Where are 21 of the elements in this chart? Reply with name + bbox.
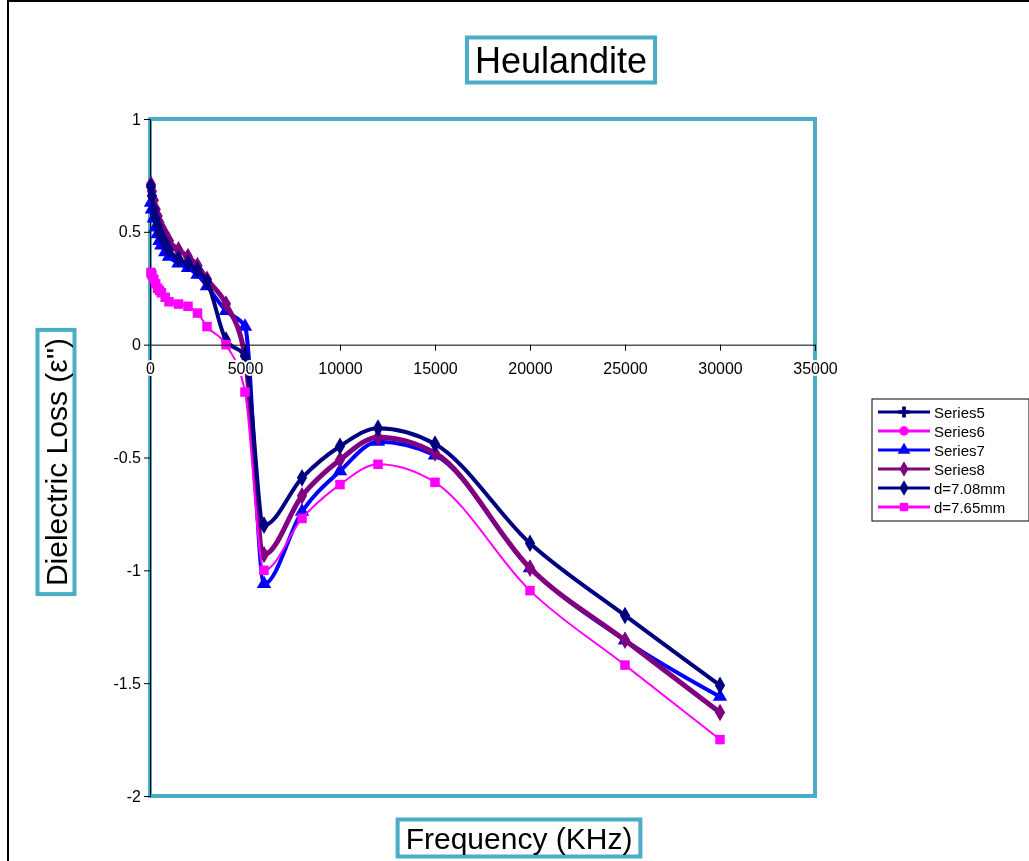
legend-label: Series7 — [934, 441, 985, 459]
x-axis-title: Frequency (KHz) — [405, 821, 633, 855]
y-tick-label: 0.5 — [118, 223, 142, 241]
legend-label: d=7.65mm — [934, 498, 1006, 516]
y-tick-label: -0.5 — [113, 449, 142, 467]
x-tick-label: 30000 — [698, 360, 743, 378]
x-tick-label: 25000 — [603, 360, 648, 378]
legend-label: d=7.08mm — [934, 479, 1006, 497]
chart-title: Heulandite — [474, 39, 648, 81]
y-tick-label: -1.5 — [113, 674, 142, 692]
y-axis-title: Dielectric Loss (ε'') — [39, 337, 73, 587]
legend-label: Series5 — [934, 403, 985, 421]
x-tick-label: 20000 — [508, 360, 553, 378]
y-tick-label: -1 — [126, 561, 142, 579]
x-tick-label: 10000 — [318, 360, 363, 378]
y-tick-label: 1 — [132, 110, 142, 128]
legend-label: Series8 — [934, 460, 985, 478]
y-tick-label: 0 — [132, 336, 142, 354]
legend-label: Series6 — [934, 422, 985, 440]
x-tick-label: 15000 — [413, 360, 458, 378]
y-tick-label: -2 — [126, 787, 142, 805]
